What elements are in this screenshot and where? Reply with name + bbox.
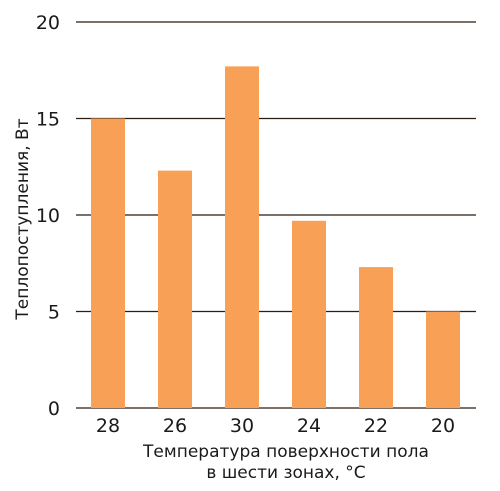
x-tick-label: 28 <box>96 415 120 437</box>
x-tick-label: 20 <box>431 415 455 437</box>
bar-28 <box>91 118 125 408</box>
x-tick-label: 22 <box>364 415 388 437</box>
x-tick-labels: 28 26 30 24 22 20 <box>96 415 455 437</box>
x-axis-label-line-2: в шести зонах, °С <box>206 463 365 483</box>
bar-26 <box>158 170 192 408</box>
y-axis-label: Теплопоступления, Вт <box>13 118 33 320</box>
y-tick-label: 0 <box>48 398 60 420</box>
grid-lines <box>76 21 476 409</box>
y-tick-label: 15 <box>36 109 60 131</box>
x-tick-label: 26 <box>163 415 187 437</box>
y-tick-label: 10 <box>36 205 60 227</box>
y-tick-label: 5 <box>48 302 60 324</box>
x-axis-label-line-1: Температура поверхности пола <box>142 442 429 462</box>
y-tick-labels: 0 5 10 15 20 <box>36 12 60 420</box>
bars <box>91 66 460 408</box>
bar-22 <box>359 267 393 408</box>
bar-30 <box>225 66 259 408</box>
x-tick-label: 24 <box>297 415 321 437</box>
y-tick-label: 20 <box>36 12 60 34</box>
bar-24 <box>292 220 326 408</box>
x-tick-label: 30 <box>230 415 254 437</box>
bar-20 <box>426 311 460 408</box>
